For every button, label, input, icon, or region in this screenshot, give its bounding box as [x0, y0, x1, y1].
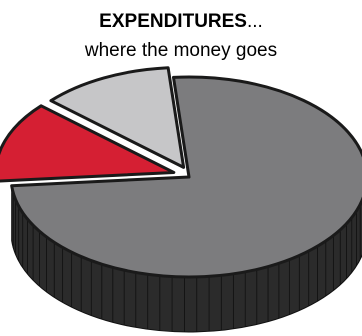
chart-title: EXPENDITURES... [0, 10, 362, 33]
pie-tops [0, 66, 362, 279]
pie-slice-0 [10, 75, 362, 279]
chart-title-text: EXPENDITURES [99, 11, 247, 32]
chart-title-suffix: ... [246, 11, 263, 32]
pie-sides [11, 185, 362, 333]
chart-subtitle: where the money goes [84, 40, 278, 61]
pie-slice-1 [0, 104, 176, 183]
pie-slice-2 [49, 66, 186, 169]
